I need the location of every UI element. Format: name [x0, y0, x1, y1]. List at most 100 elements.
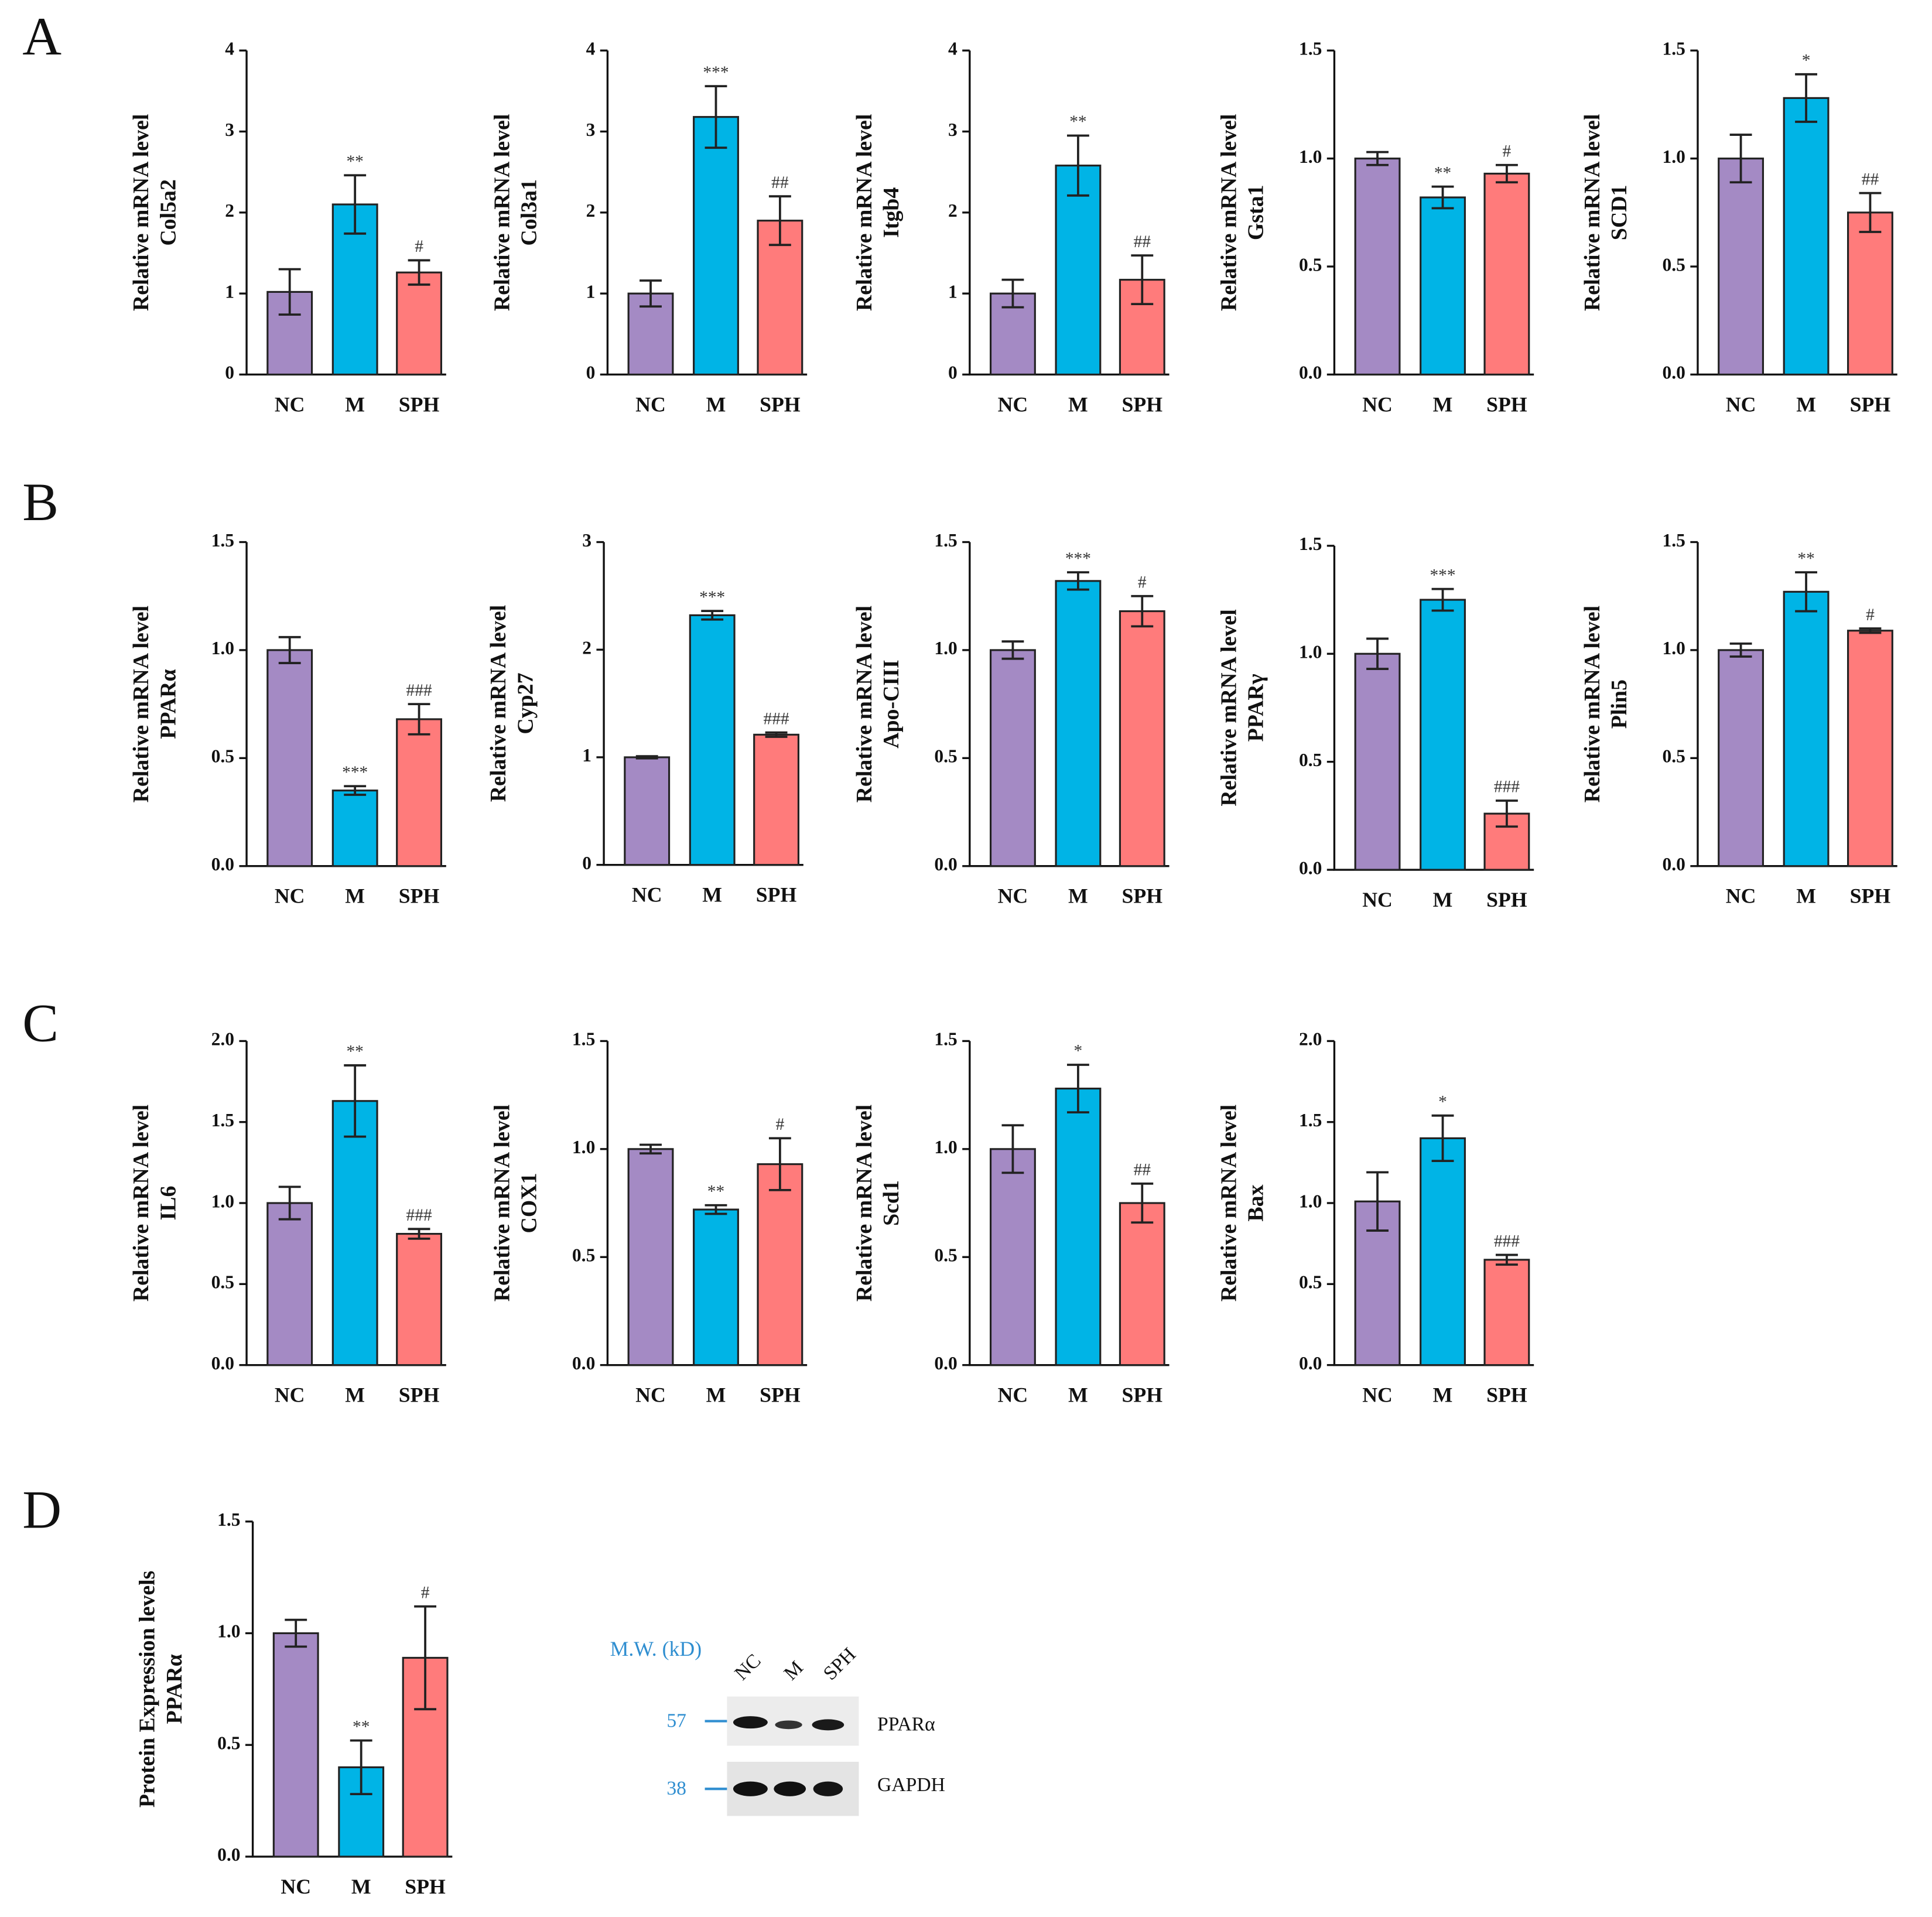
y-axis-label: Col5a2 — [156, 179, 180, 246]
y-tick-label: 0.5 — [1662, 254, 1685, 275]
significance: *** — [699, 588, 725, 607]
x-tick-label: NC — [1362, 1383, 1393, 1407]
chart: 0.0 0.5 1.0 1.5 Relative mRNA level SCD1 NC M * S… — [1580, 38, 1897, 416]
y-tick-label: 1.5 — [1662, 530, 1685, 551]
y-tick-label: 2.0 — [1299, 1029, 1322, 1050]
error-bar — [1001, 640, 1024, 660]
significance: ## — [771, 173, 789, 192]
y-axis-label: Apo-CIII — [879, 659, 904, 748]
x-tick-label: SPH — [1122, 392, 1163, 416]
significance: ** — [346, 1043, 363, 1061]
y-axis-label: Relative mRNA level — [1216, 609, 1241, 806]
bar — [1847, 211, 1893, 376]
y-axis-label: Relative mRNA level — [486, 605, 511, 802]
y-tick-label: 1.0 — [572, 1137, 595, 1157]
y-tick-label: 1.5 — [934, 1029, 957, 1050]
bar — [693, 116, 739, 376]
error-bar — [285, 1618, 307, 1648]
bar — [627, 1148, 674, 1366]
bar — [1420, 599, 1466, 871]
error-bar — [1001, 278, 1024, 309]
error-bar — [1366, 151, 1389, 166]
error-bar — [705, 1204, 727, 1215]
x-tick-label: M — [702, 883, 722, 907]
y-tick-label: 1.5 — [1299, 534, 1322, 554]
y-tick-label: 0.5 — [572, 1245, 595, 1265]
x-tick-label: NC — [635, 392, 666, 416]
y-axis-label: Bax — [1244, 1184, 1268, 1221]
error-bar — [768, 1137, 791, 1191]
error-bar — [1066, 1064, 1089, 1114]
bar — [989, 649, 1036, 867]
y-tick-label: 0.0 — [211, 854, 234, 874]
y-tick-label: 4 — [948, 38, 958, 59]
error-bar — [1131, 254, 1154, 306]
x-tick-label: M — [1796, 392, 1816, 416]
y-tick-label: 0.5 — [1299, 750, 1322, 770]
significance: *** — [1065, 549, 1091, 568]
y-tick-label: 3 — [586, 119, 596, 140]
mw-marker: 57 — [666, 1710, 686, 1731]
x-tick-label: NC — [632, 883, 662, 907]
y-axis-label: PPARα — [156, 669, 180, 739]
x-tick-label: NC — [1362, 888, 1393, 911]
lane-label: M — [780, 1657, 808, 1684]
y-axis-label: Scd1 — [879, 1180, 904, 1226]
y-axis-label: Relative mRNA level — [1580, 114, 1605, 311]
x-tick-label: SPH — [1486, 888, 1527, 911]
y-axis-label: Relative mRNA level — [129, 606, 153, 802]
y-tick-label: 1.0 — [1662, 146, 1685, 167]
bar — [396, 271, 442, 376]
x-tick-label: NC — [1362, 392, 1393, 416]
significance: * — [1074, 1042, 1083, 1061]
y-axis-label: Relative mRNA level — [852, 1105, 877, 1301]
error-bar — [1859, 627, 1882, 634]
y-tick-label: 0.0 — [1299, 857, 1322, 878]
error-bar — [414, 1605, 437, 1711]
x-tick-label: M — [1068, 392, 1088, 416]
x-tick-label: NC — [275, 884, 305, 908]
error-bar — [408, 703, 430, 736]
y-tick-label: 1.5 — [1662, 38, 1685, 59]
x-tick-label: M — [345, 1383, 365, 1407]
bar — [1483, 1259, 1530, 1366]
significance: ## — [1134, 1161, 1151, 1180]
y-axis-label: Protein Expression levels — [135, 1571, 160, 1808]
y-tick-label: 0.0 — [1299, 363, 1322, 383]
bar — [689, 614, 736, 866]
error-bar — [1431, 185, 1454, 210]
x-tick-label: SPH — [760, 1383, 801, 1407]
error-bar — [1795, 73, 1817, 123]
significance: ** — [1069, 112, 1086, 131]
significance: ** — [707, 1182, 724, 1201]
error-bar — [1495, 1253, 1518, 1266]
chart: 0.0 0.5 1.0 1.5 Relative mRNA level PPARα NC M *… — [129, 530, 446, 908]
error-bar — [1495, 163, 1518, 184]
error-bar — [350, 1739, 372, 1796]
y-tick-label: 1.0 — [217, 1621, 240, 1642]
error-bar — [278, 635, 301, 664]
error-bar — [765, 731, 788, 738]
y-tick-label: 0.0 — [1662, 854, 1685, 874]
significance: *** — [342, 763, 368, 782]
x-tick-label: M — [1068, 884, 1088, 908]
y-tick-label: 1.5 — [1299, 38, 1322, 59]
y-tick-label: 1.0 — [1299, 641, 1322, 662]
y-axis-label: Gsta1 — [1244, 185, 1268, 241]
bar — [1119, 1202, 1165, 1366]
lane-label: SPH — [819, 1643, 860, 1684]
error-bar — [1131, 594, 1154, 628]
x-tick-label: SPH — [756, 883, 797, 907]
band — [733, 1716, 768, 1729]
y-axis-label: Plin5 — [1607, 679, 1632, 729]
error-bar — [408, 1228, 430, 1240]
x-tick-label: NC — [998, 1383, 1028, 1407]
y-tick-label: 2 — [586, 200, 596, 221]
significance: ## — [1862, 170, 1879, 189]
x-tick-label: M — [1433, 1383, 1453, 1407]
x-tick-label: M — [1433, 392, 1453, 416]
x-tick-label: SPH — [760, 392, 801, 416]
panel-letter: B — [22, 473, 59, 532]
y-tick-label: 1.5 — [572, 1029, 595, 1050]
chart: 0.0 0.5 1.0 1.5 Relative mRNA level Plin5 NC M *… — [1580, 530, 1897, 908]
